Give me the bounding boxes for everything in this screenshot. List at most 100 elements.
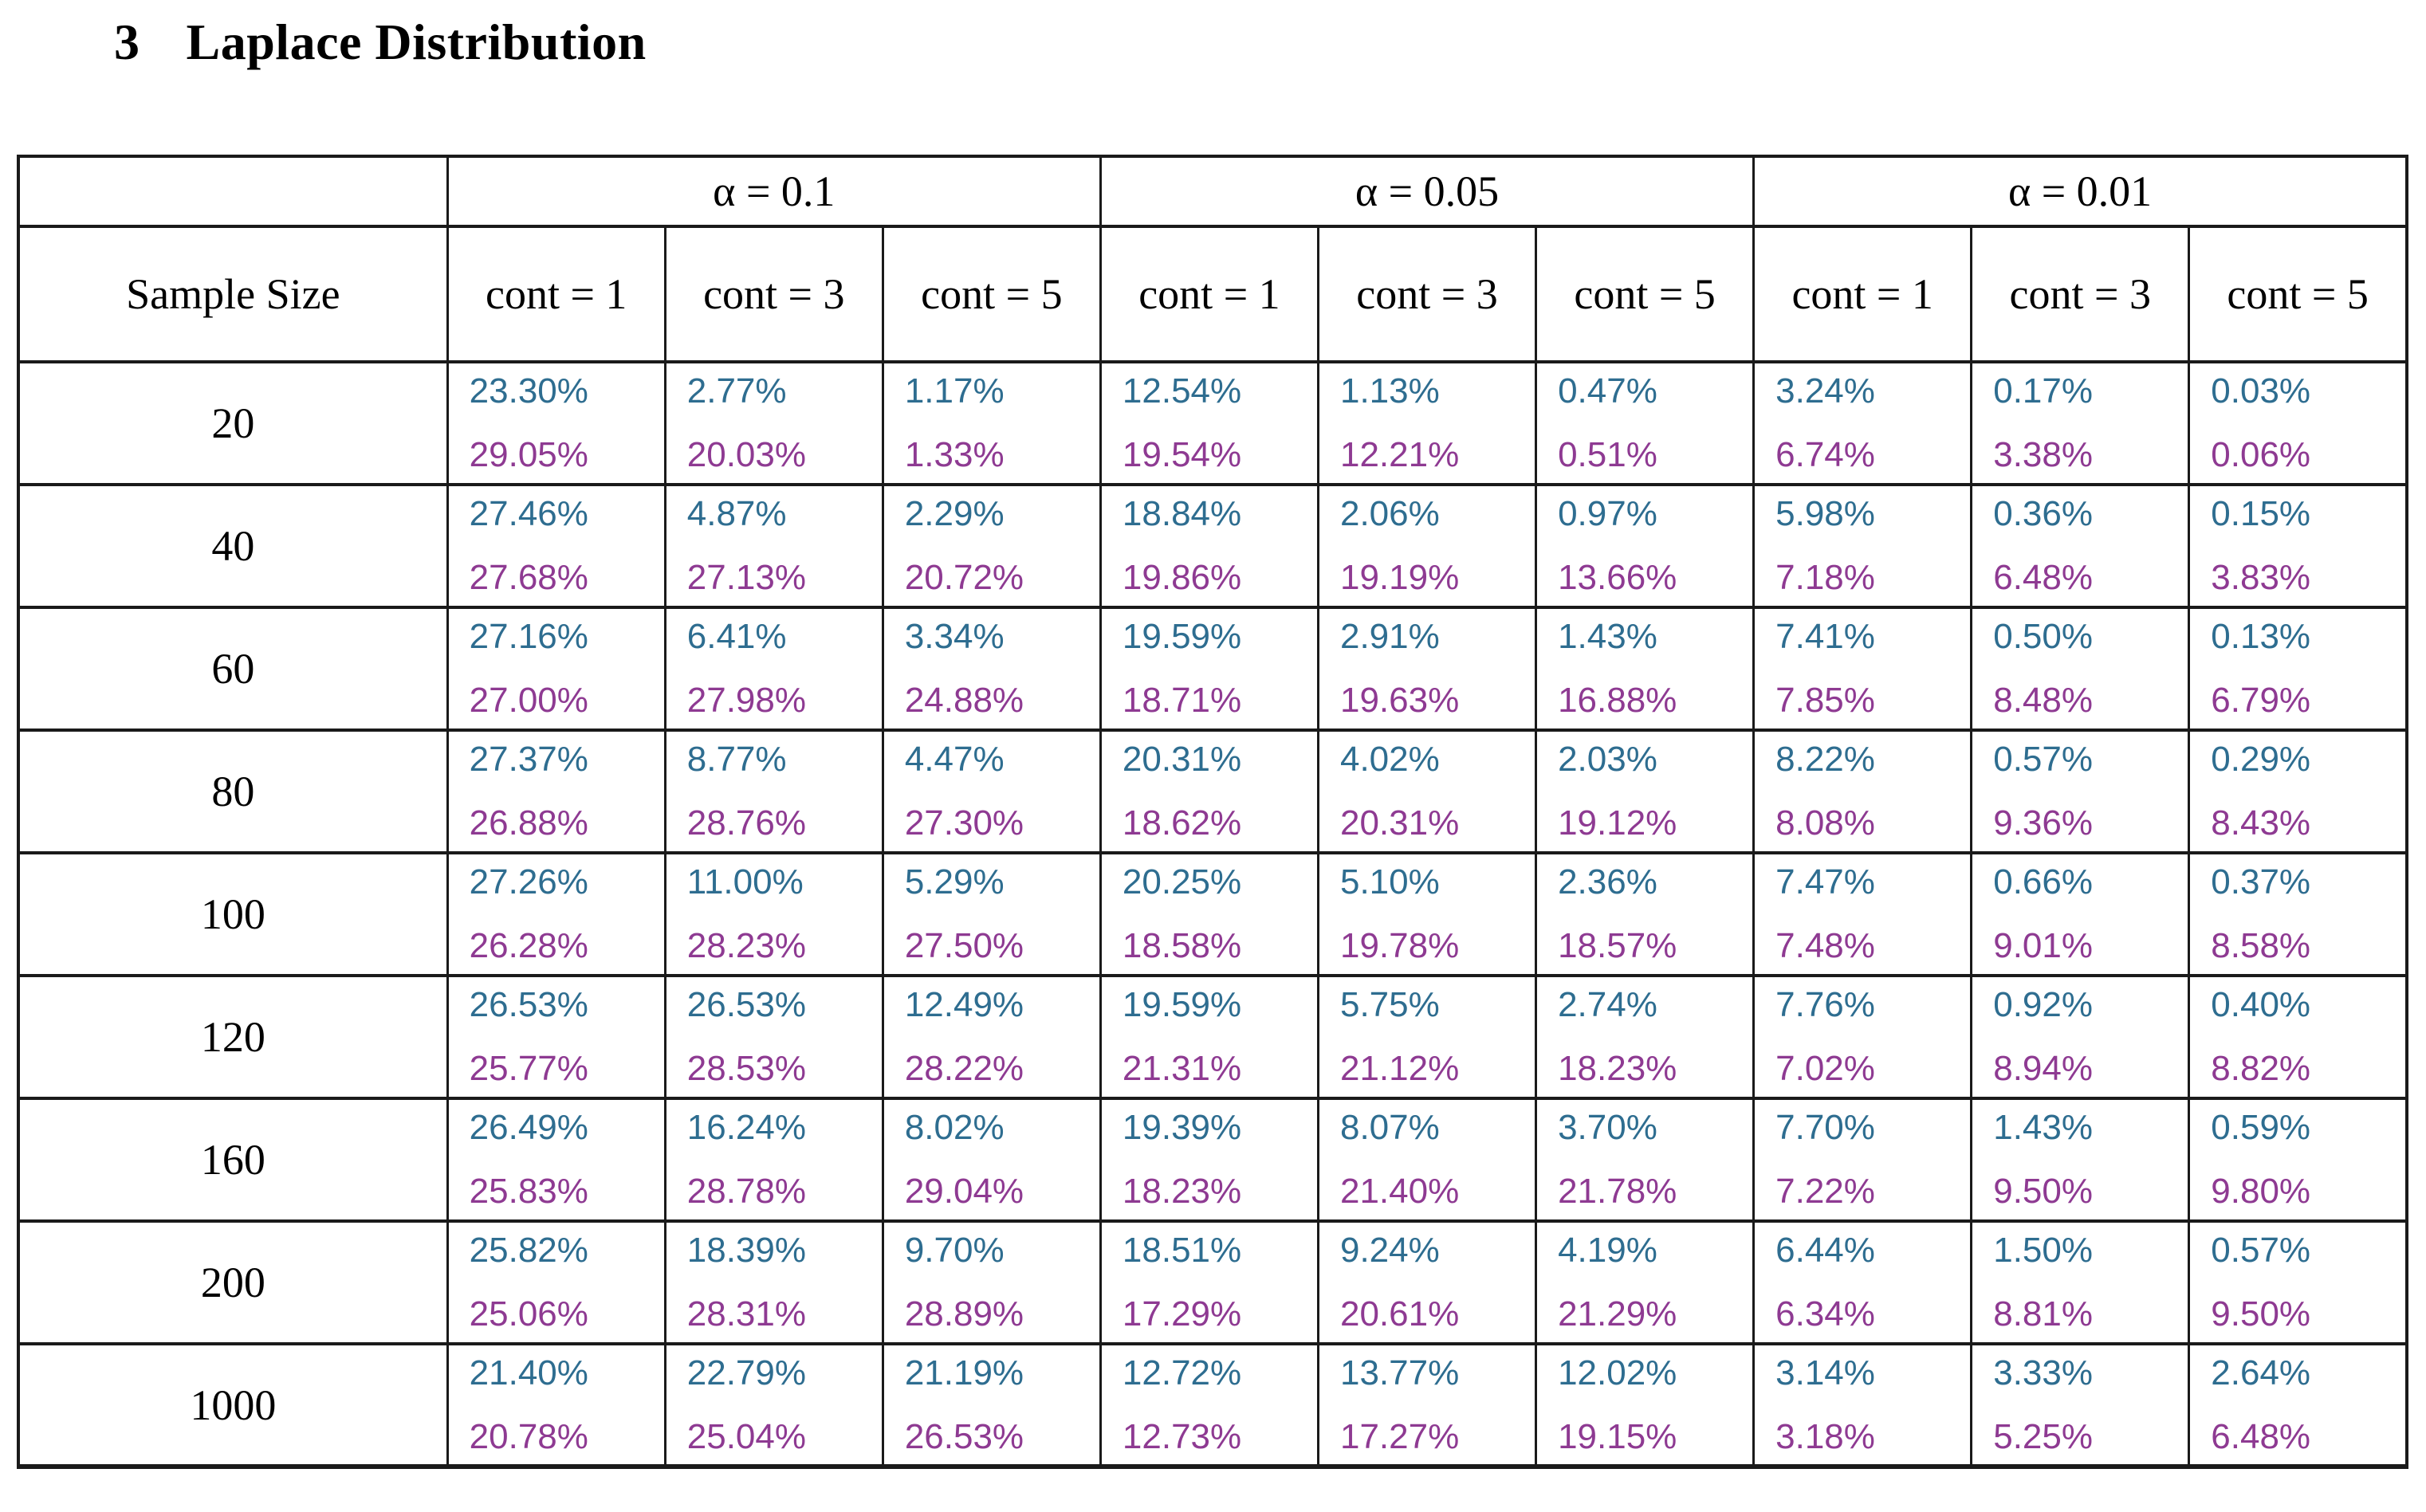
teal-value: 0.29%	[2211, 740, 2311, 779]
purple-value: 1.33%	[904, 435, 1005, 474]
purple-value: 8.58%	[2211, 926, 2311, 965]
teal-value: 2.77%	[686, 371, 787, 410]
result-cell: 0.13% 6.79%	[2188, 606, 2408, 732]
sample-size-value: 80	[17, 729, 449, 854]
results-table: α = 0.1 α = 0.05 α = 0.01 Sample Size co…	[17, 155, 2408, 1469]
teal-value: 5.29%	[904, 862, 1005, 901]
purple-value: 19.86%	[1122, 558, 1242, 597]
teal-value: 0.13%	[2211, 617, 2311, 656]
teal-value: 20.31%	[1122, 740, 1242, 779]
teal-value: 0.57%	[2211, 1231, 2311, 1270]
result-cell: 2.77% 20.03%	[663, 360, 884, 486]
teal-value: 5.75%	[1339, 985, 1440, 1024]
teal-value: 8.77%	[686, 740, 787, 779]
teal-value: 4.19%	[1558, 1231, 1657, 1270]
result-cell: 2.64% 6.48%	[2188, 1342, 2408, 1468]
result-cell: 0.47% 0.51%	[1535, 360, 1756, 486]
result-cell: 7.47% 7.48%	[1752, 851, 1973, 977]
purple-value: 18.62%	[1122, 803, 1242, 842]
teal-value: 12.54%	[1122, 371, 1242, 410]
result-cell: 4.87% 27.13%	[663, 483, 884, 609]
result-cell: 20.25% 18.58%	[1099, 851, 1319, 977]
table-row: 20 23.30% 29.05% 2.77% 20.03% 1.17% 1.33% 12.54…	[17, 360, 2408, 486]
purple-value: 17.27%	[1339, 1416, 1460, 1456]
result-cell: 0.50% 8.48%	[1970, 606, 2191, 732]
sample-size-value: 200	[17, 1219, 449, 1345]
result-cell: 3.34% 24.88%	[881, 606, 1102, 732]
purple-value: 6.48%	[1993, 558, 2093, 597]
result-cell: 27.46% 27.68%	[446, 483, 666, 609]
section-number: 3	[114, 14, 140, 70]
result-cell: 5.98% 7.18%	[1752, 483, 1973, 609]
teal-value: 0.36%	[1993, 494, 2093, 533]
cont-header: cont = 3	[663, 225, 884, 363]
purple-value: 18.23%	[1558, 1049, 1677, 1088]
purple-value: 7.48%	[1775, 926, 1875, 965]
teal-value: 0.97%	[1558, 494, 1657, 533]
result-cell: 9.24% 20.61%	[1316, 1219, 1538, 1345]
teal-value: 16.24%	[686, 1108, 806, 1147]
purple-value: 8.81%	[1993, 1294, 2093, 1333]
teal-value: 0.59%	[2211, 1108, 2311, 1147]
purple-value: 0.06%	[2211, 435, 2311, 474]
purple-value: 27.68%	[469, 558, 588, 597]
teal-value: 11.00%	[686, 862, 804, 901]
teal-value: 0.57%	[1993, 740, 2093, 779]
teal-value: 1.43%	[1558, 617, 1657, 656]
teal-value: 0.66%	[1993, 862, 2093, 901]
result-cell: 0.57% 9.36%	[1970, 729, 2191, 854]
teal-value: 22.79%	[686, 1353, 806, 1392]
teal-value: 27.46%	[469, 494, 588, 533]
teal-value: 18.39%	[686, 1231, 806, 1270]
purple-value: 9.50%	[1993, 1172, 2093, 1211]
purple-value: 21.29%	[1558, 1294, 1677, 1333]
result-cell: 26.53% 25.77%	[446, 974, 666, 1100]
cont-header: cont = 1	[446, 225, 666, 363]
purple-value: 21.31%	[1122, 1049, 1242, 1088]
purple-value: 25.04%	[686, 1416, 806, 1456]
teal-value: 6.44%	[1775, 1231, 1875, 1270]
result-cell: 0.36% 6.48%	[1970, 483, 2191, 609]
teal-value: 12.02%	[1558, 1353, 1677, 1392]
purple-value: 28.78%	[686, 1172, 806, 1211]
teal-value: 1.43%	[1993, 1108, 2093, 1147]
sample-size-header: Sample Size	[17, 225, 449, 363]
corner-cell	[17, 155, 449, 228]
purple-value: 25.06%	[469, 1294, 588, 1333]
result-cell: 0.59% 9.80%	[2188, 1097, 2408, 1223]
result-cell: 0.97% 13.66%	[1535, 483, 1756, 609]
result-cell: 0.17% 3.38%	[1970, 360, 2191, 486]
result-cell: 18.39% 28.31%	[663, 1219, 884, 1345]
teal-value: 6.41%	[686, 617, 787, 656]
cont-header: cont = 5	[2188, 225, 2408, 363]
purple-value: 3.38%	[1993, 435, 2093, 474]
result-cell: 7.70% 7.22%	[1752, 1097, 1973, 1223]
result-cell: 27.16% 27.00%	[446, 606, 666, 732]
table-row: 160 26.49% 25.83% 16.24% 28.78% 8.02% 29.04% 19…	[17, 1097, 2408, 1223]
teal-value: 0.37%	[2211, 862, 2311, 901]
alpha-header-row: α = 0.1 α = 0.05 α = 0.01	[17, 155, 2408, 228]
purple-value: 18.58%	[1122, 926, 1242, 965]
teal-value: 4.02%	[1339, 740, 1440, 779]
purple-value: 28.22%	[904, 1049, 1024, 1088]
teal-value: 2.91%	[1339, 617, 1440, 656]
teal-value: 25.82%	[469, 1231, 588, 1270]
result-cell: 8.02% 29.04%	[881, 1097, 1102, 1223]
table-row: 60 27.16% 27.00% 6.41% 27.98% 3.34% 24.88% 19.5…	[17, 606, 2408, 732]
teal-value: 20.25%	[1122, 862, 1242, 901]
result-cell: 1.13% 12.21%	[1316, 360, 1538, 486]
teal-value: 9.70%	[904, 1231, 1005, 1270]
teal-value: 19.39%	[1122, 1108, 1242, 1147]
teal-value: 2.29%	[904, 494, 1005, 533]
purple-value: 7.22%	[1775, 1172, 1875, 1211]
result-cell: 8.77% 28.76%	[663, 729, 884, 854]
teal-value: 23.30%	[469, 371, 588, 410]
teal-value: 19.59%	[1122, 985, 1242, 1024]
teal-value: 2.36%	[1558, 862, 1657, 901]
purple-value: 20.61%	[1339, 1294, 1460, 1333]
result-cell: 1.50% 8.81%	[1970, 1219, 2191, 1345]
teal-value: 12.49%	[904, 985, 1024, 1024]
teal-value: 4.87%	[686, 494, 787, 533]
result-cell: 4.02% 20.31%	[1316, 729, 1538, 854]
purple-value: 0.51%	[1558, 435, 1657, 474]
